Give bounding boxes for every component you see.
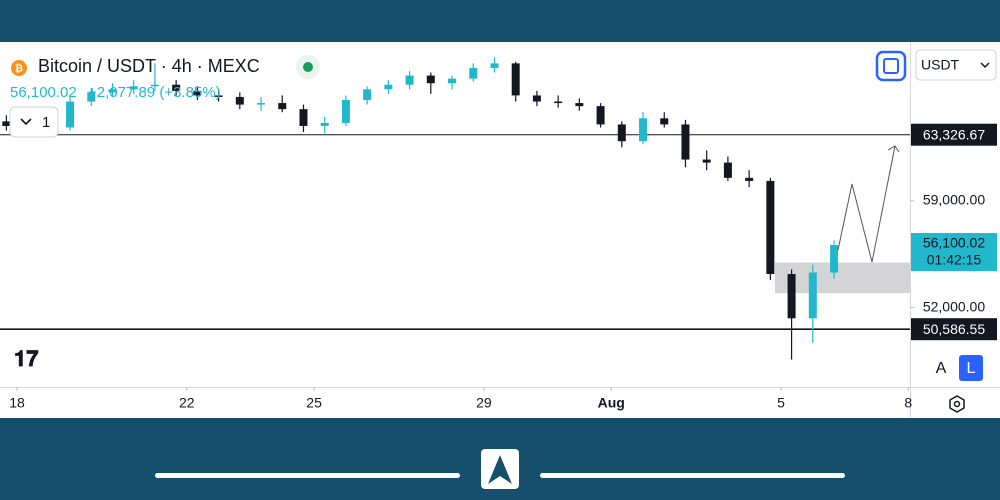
current-price-box	[911, 233, 997, 272]
level-label: 50,586.55	[923, 321, 985, 337]
log-button[interactable]	[959, 355, 983, 381]
y-tick-label: 59,000.00	[923, 191, 985, 207]
fullscreen-icon	[883, 58, 899, 74]
candle-body	[617, 124, 626, 142]
currency-label: USDT	[921, 57, 960, 73]
candle-body	[681, 124, 690, 160]
btc-icon	[11, 60, 27, 76]
header-change: +2,077.89 (+3.85%)	[88, 84, 221, 101]
candle-body	[745, 177, 754, 181]
candle-body	[129, 86, 138, 90]
market-status-dot	[303, 62, 313, 72]
candle-body	[341, 100, 350, 123]
candle-body	[66, 101, 75, 128]
candle-body	[469, 67, 478, 79]
bottom-bar-left	[155, 473, 460, 478]
settings-icon-center	[953, 400, 961, 408]
auto-label: A	[936, 360, 947, 377]
current-price-label: 56,100.02	[923, 235, 985, 251]
candle-body	[702, 159, 711, 163]
x-tick-label: 18	[9, 395, 25, 411]
x-tick-label: 5	[777, 395, 785, 411]
candle-body	[384, 84, 393, 90]
candle-body	[150, 84, 159, 87]
interval-button[interactable]	[9, 106, 59, 138]
candle-body	[257, 103, 266, 105]
axes: 63,326.67 50,586.55 59,000.00 52,000.00 18 22…	[9, 123, 997, 411]
x-tick-label: Aug	[598, 395, 625, 411]
x-tick-label: 22	[179, 395, 195, 411]
tv-logo: 𝟏𝟕	[14, 346, 39, 371]
candle-body	[214, 95, 223, 97]
candle-body	[172, 84, 181, 91]
candle-body	[787, 274, 796, 319]
candle-body	[532, 95, 541, 102]
dropdown-chevron	[980, 62, 990, 69]
candle-body	[639, 118, 648, 142]
y-tick-label: 52,000.00	[923, 298, 985, 314]
btc-icon-glyph: ₿	[15, 63, 23, 75]
auto-button[interactable]	[929, 355, 953, 381]
brand-logo-mark	[488, 455, 512, 484]
symbol-title: Bitcoin / USDT · 4h · MEXC	[38, 56, 260, 76]
fullscreen-button[interactable]	[875, 50, 907, 82]
candle-body	[299, 109, 308, 126]
level-label-box	[911, 123, 997, 146]
level-label-box	[911, 318, 997, 341]
chart-background	[0, 42, 1000, 418]
candle-body	[511, 63, 520, 96]
candle-body	[193, 90, 202, 96]
interval-label: 1	[42, 114, 50, 131]
candle-body	[808, 272, 817, 319]
countdown-label: 01:42:15	[927, 252, 982, 268]
currency-dropdown[interactable]	[915, 49, 997, 81]
projection-path	[837, 145, 896, 263]
candle-body	[320, 122, 329, 126]
projection-arrowhead	[887, 145, 900, 153]
candle-body	[660, 118, 669, 125]
candle-body	[108, 89, 117, 93]
candle-body	[426, 75, 435, 84]
candle-body	[596, 106, 605, 125]
candle-body	[554, 101, 563, 104]
x-tick-label: 29	[476, 395, 492, 411]
log-label: L	[967, 360, 976, 377]
candle-body	[405, 75, 414, 85]
candle-body	[766, 180, 775, 275]
candle-body	[363, 89, 372, 101]
candle-body	[235, 96, 244, 105]
bottom-bar-right	[540, 473, 845, 478]
x-tick-label: 8	[904, 395, 912, 411]
x-tick-label: 25	[306, 395, 322, 411]
candle-body	[278, 103, 287, 110]
candle-body	[490, 63, 499, 68]
candle-body	[575, 103, 584, 107]
header-price: 56,100.02	[10, 84, 77, 101]
candle-body	[87, 92, 96, 102]
chevron	[20, 118, 32, 126]
candle-body	[448, 78, 457, 84]
candle-body	[2, 121, 11, 126]
settings-icon[interactable]	[949, 395, 965, 413]
demand-zone	[775, 262, 910, 294]
candle-body	[830, 245, 839, 273]
level-label: 63,326.67	[923, 126, 985, 142]
candle-body	[723, 162, 732, 178]
